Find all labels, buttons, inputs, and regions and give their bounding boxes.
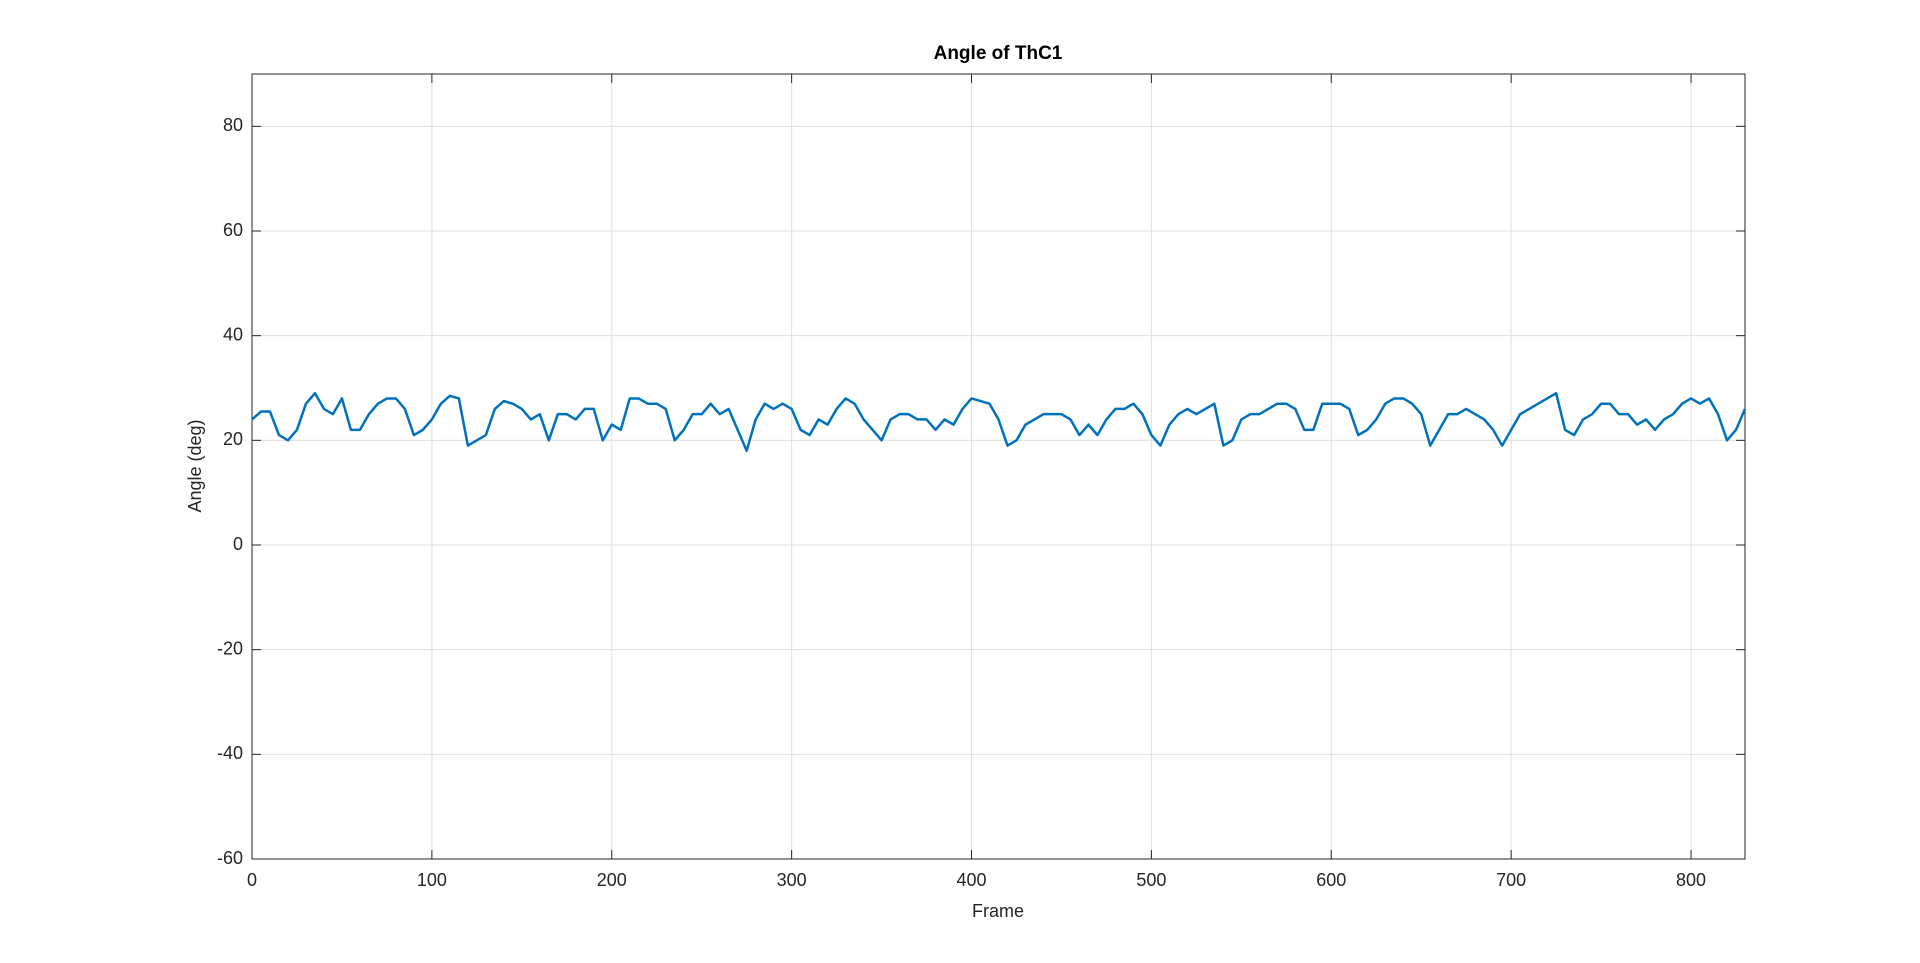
- plot-area: [252, 74, 1745, 859]
- chart-title: Angle of ThC1: [934, 43, 1063, 64]
- x-axis-label: Frame: [972, 901, 1024, 921]
- x-tick-label: 100: [417, 870, 447, 890]
- y-tick-label: 40: [223, 324, 243, 344]
- y-tick-label: 60: [223, 220, 243, 240]
- y-tick-label: -40: [217, 743, 243, 763]
- axes-box: [251, 73, 1746, 860]
- x-tick-label: 400: [956, 870, 986, 890]
- y-tick-label: 0: [233, 534, 243, 554]
- y-tick-label: 80: [223, 115, 243, 135]
- x-tick-label: 200: [597, 870, 627, 890]
- y-tick-label: -60: [217, 848, 243, 868]
- x-tick-label: 600: [1316, 870, 1346, 890]
- x-tick-label: 500: [1136, 870, 1166, 890]
- data-line: [251, 391, 1747, 453]
- y-tick-label: 20: [223, 429, 243, 449]
- x-tick-label: 0: [247, 870, 257, 890]
- x-tick-label: 300: [777, 870, 807, 890]
- y-tick-label: -20: [217, 638, 243, 658]
- x-tick-label: 700: [1496, 870, 1526, 890]
- x-tick-label: 800: [1676, 870, 1706, 890]
- y-axis-label: Angle (deg): [185, 419, 205, 512]
